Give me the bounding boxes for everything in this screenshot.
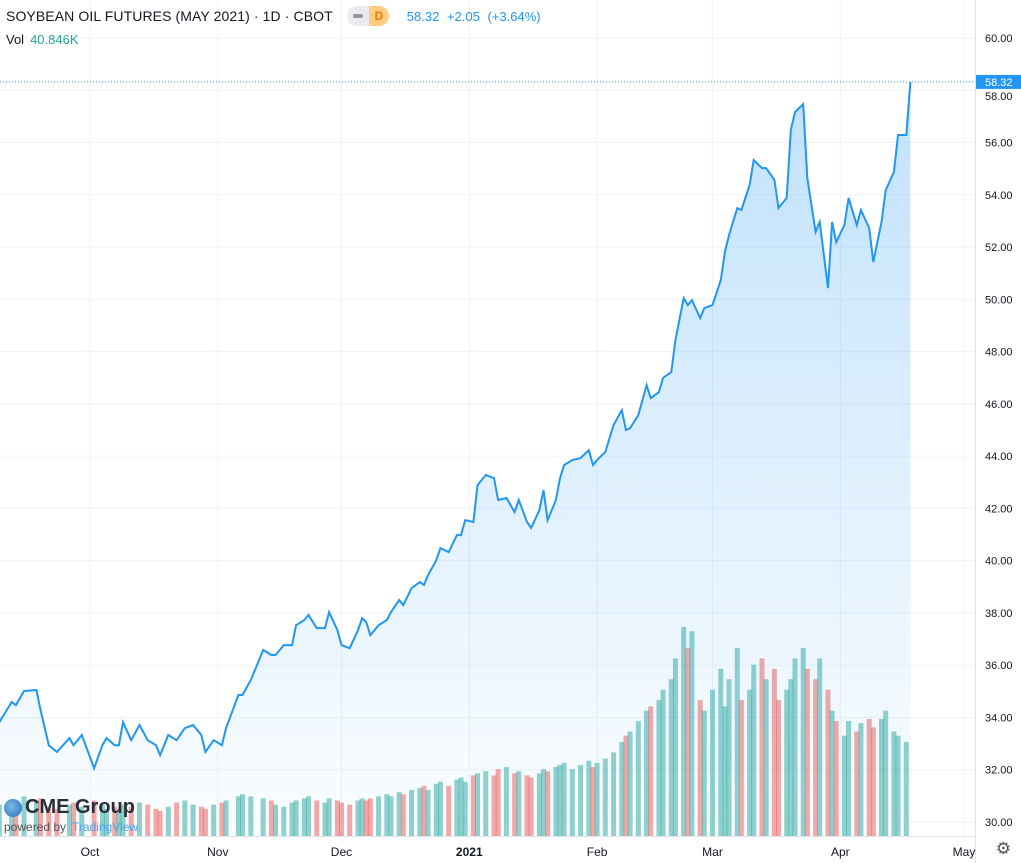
brand-name: CME Group <box>25 796 135 818</box>
time-tick-label: May <box>953 845 976 859</box>
price-tick-label: 50.00 <box>985 294 1013 306</box>
price-tick-label: 40.00 <box>985 556 1013 568</box>
price-tick-label: 36.00 <box>985 660 1013 672</box>
price-change-pct: (+3.64%) <box>487 8 541 24</box>
globe-icon <box>4 798 22 817</box>
price-tick-label: 46.00 <box>985 399 1013 411</box>
price-area <box>0 81 911 836</box>
price-tick-label: 30.00 <box>985 817 1013 829</box>
gear-icon[interactable]: ⚙ <box>995 839 1011 858</box>
price-change: +2.05 <box>446 8 480 24</box>
price-tick-label: 58.00 <box>985 91 1013 103</box>
symbol-title: SOYBEAN OIL FUTURES (MAY 2021) · 1D · CB… <box>6 8 333 24</box>
volume-value: 40.846K <box>30 32 79 47</box>
volume-legend: Vol 40.846K <box>6 32 79 47</box>
price-tick-label: 32.00 <box>985 765 1013 777</box>
time-tick-label: Apr <box>831 845 850 859</box>
price-line <box>0 81 912 772</box>
last-price: 58.32 <box>406 8 440 24</box>
powered-by: powered by <box>4 820 67 834</box>
tradingview-link[interactable]: TradingView <box>72 820 139 834</box>
last-price-label: 58.32 <box>985 77 1013 89</box>
collapse-icon[interactable] <box>347 6 369 26</box>
price-tick-label: 60.00 <box>985 33 1013 45</box>
price-tick-label: 34.00 <box>985 712 1013 724</box>
volume-label: Vol <box>6 32 25 47</box>
price-tick-label: 38.00 <box>985 608 1013 620</box>
price-tick-label: 42.00 <box>985 503 1013 515</box>
price-tick-label: 54.00 <box>985 190 1013 202</box>
time-tick-label: Nov <box>207 845 228 859</box>
time-tick-label: Dec <box>331 845 352 859</box>
time-tick-label: 2021 <box>456 845 483 859</box>
time-tick-label: Feb <box>587 845 608 859</box>
quote: 58.32 +2.05 (+3.64%) <box>407 9 545 24</box>
price-tick-label: 48.00 <box>985 347 1013 359</box>
last-price-badge <box>976 74 1021 89</box>
price-tick-label: 52.00 <box>985 242 1013 254</box>
interval-pill[interactable]: D <box>346 6 389 26</box>
time-tick-label: Oct <box>81 845 100 859</box>
interval-badge: D <box>368 6 389 26</box>
price-tick-label: 44.00 <box>985 451 1013 463</box>
chart-legend: SOYBEAN OIL FUTURES (MAY 2021) · 1D · CB… <box>6 6 545 26</box>
time-tick-label: Mar <box>702 845 723 859</box>
cme-logo[interactable]: CME Group powered by TradingView <box>4 796 138 834</box>
price-tick-label: 56.00 <box>985 138 1013 150</box>
